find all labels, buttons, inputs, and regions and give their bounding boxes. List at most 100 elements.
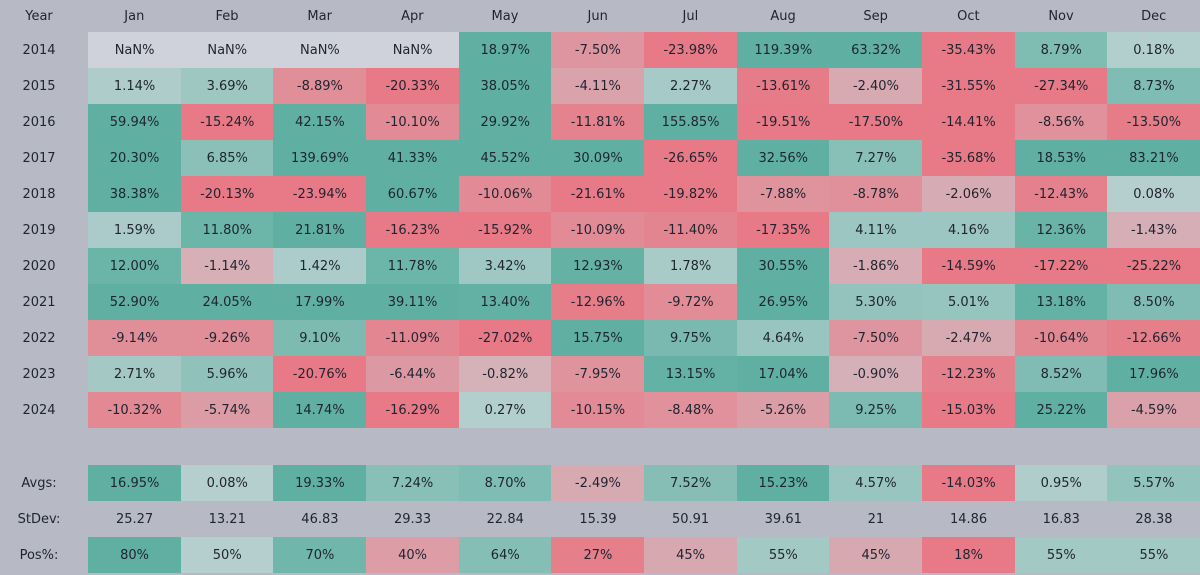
cell-2014-mar: NaN% <box>273 32 367 68</box>
corner-label: Year <box>25 8 53 24</box>
cell-2021-dec: 8.50% <box>1107 284 1200 320</box>
cell-2020-dec: -25.22% <box>1107 248 1200 284</box>
row-label-2021: 2021 <box>22 294 56 310</box>
cell-2023-may: -0.82% <box>458 356 552 392</box>
cell-2020-mar: 1.42% <box>273 248 367 284</box>
cell-2018-may: -10.06% <box>458 176 552 212</box>
cell-2021-sep: 5.30% <box>829 284 923 320</box>
cell-2019-dec: -1.43% <box>1107 212 1200 248</box>
cell-2022-may: -27.02% <box>458 320 552 356</box>
cell-2017-jan: 20.30% <box>88 140 182 176</box>
cell-2016-jan: 59.94% <box>88 104 182 140</box>
summary-avgs-sep: 4.57% <box>829 465 923 501</box>
summary-stdev-jul: 50.91 <box>671 511 710 527</box>
column-header-aug: Aug <box>770 8 796 24</box>
summary-avgs-apr: 7.24% <box>366 465 460 501</box>
column-header-oct: Oct <box>957 8 980 24</box>
row-label-2023: 2023 <box>22 366 56 382</box>
row-label-2018: 2018 <box>22 186 56 202</box>
cell-2021-oct: 5.01% <box>922 284 1016 320</box>
cell-2020-jan: 12.00% <box>88 248 182 284</box>
cell-2018-sep: -8.78% <box>829 176 923 212</box>
summary-avgs-oct: -14.03% <box>922 465 1016 501</box>
cell-2018-jul: -19.82% <box>644 176 738 212</box>
cell-2015-nov: -27.34% <box>1014 68 1108 104</box>
summary-pos-jun: 27% <box>551 537 645 573</box>
cell-2018-jan: 38.38% <box>88 176 182 212</box>
cell-2024-dec: -4.59% <box>1107 392 1200 428</box>
cell-2023-apr: -6.44% <box>366 356 460 392</box>
cell-2021-may: 13.40% <box>458 284 552 320</box>
cell-2019-oct: 4.16% <box>922 212 1016 248</box>
cell-2021-mar: 17.99% <box>273 284 367 320</box>
summary-label-avgs: Avgs: <box>21 475 57 491</box>
column-header-jan: Jan <box>124 8 145 24</box>
summary-stdev-feb: 13.21 <box>208 511 246 527</box>
row-label-2024: 2024 <box>22 402 56 418</box>
cell-2019-mar: 21.81% <box>273 212 367 248</box>
cell-2024-jun: -10.15% <box>551 392 645 428</box>
cell-2017-apr: 41.33% <box>366 140 460 176</box>
summary-stdev-dec: 28.38 <box>1135 511 1173 527</box>
cell-2019-jun: -10.09% <box>551 212 645 248</box>
cell-2017-aug: 32.56% <box>736 140 830 176</box>
cell-2020-nov: -17.22% <box>1014 248 1108 284</box>
cell-2016-jul: 155.85% <box>644 104 738 140</box>
summary-avgs-aug: 15.23% <box>736 465 830 501</box>
summary-stdev-may: 22.84 <box>486 511 524 527</box>
cell-2023-dec: 17.96% <box>1107 356 1200 392</box>
cell-2020-sep: -1.86% <box>829 248 923 284</box>
cell-2023-mar: -20.76% <box>273 356 367 392</box>
cell-2023-jul: 13.15% <box>644 356 738 392</box>
cell-2018-mar: -23.94% <box>273 176 367 212</box>
cell-2022-dec: -12.66% <box>1107 320 1200 356</box>
cell-2021-nov: 13.18% <box>1014 284 1108 320</box>
summary-pos-jul: 45% <box>644 537 738 573</box>
cell-2022-jul: 9.75% <box>644 320 738 356</box>
column-header-may: May <box>491 8 519 24</box>
cell-2016-mar: 42.15% <box>273 104 367 140</box>
column-header-sep: Sep <box>863 8 888 24</box>
cell-2018-feb: -20.13% <box>180 176 274 212</box>
cell-2024-apr: -16.29% <box>366 392 460 428</box>
cell-2021-jul: -9.72% <box>644 284 738 320</box>
cell-2024-may: 0.27% <box>458 392 552 428</box>
summary-avgs-jul: 7.52% <box>644 465 738 501</box>
cell-2014-jan: NaN% <box>88 32 182 68</box>
cell-2024-feb: -5.74% <box>180 392 274 428</box>
summary-pos-mar: 70% <box>273 537 367 573</box>
cell-2018-jun: -21.61% <box>551 176 645 212</box>
row-label-2017: 2017 <box>22 150 56 166</box>
cell-2022-feb: -9.26% <box>180 320 274 356</box>
cell-2014-nov: 8.79% <box>1014 32 1108 68</box>
cell-2015-jul: 2.27% <box>644 68 738 104</box>
cell-2014-dec: 0.18% <box>1107 32 1200 68</box>
cell-2017-dec: 83.21% <box>1107 140 1200 176</box>
cell-2015-sep: -2.40% <box>829 68 923 104</box>
summary-pos-nov: 55% <box>1014 537 1108 573</box>
summary-stdev-nov: 16.83 <box>1042 511 1080 527</box>
summary-label-stdev: StDev: <box>17 511 61 527</box>
cell-2016-sep: -17.50% <box>829 104 923 140</box>
summary-avgs-dec: 5.57% <box>1107 465 1200 501</box>
cell-2014-oct: -35.43% <box>922 32 1016 68</box>
summary-stdev-apr: 29.33 <box>393 511 432 527</box>
cell-2014-may: 18.97% <box>458 32 552 68</box>
summary-stdev-jan: 25.27 <box>115 511 154 527</box>
cell-2024-mar: 14.74% <box>273 392 367 428</box>
cell-2016-oct: -14.41% <box>922 104 1016 140</box>
cell-2017-mar: 139.69% <box>273 140 367 176</box>
cell-2015-jun: -4.11% <box>551 68 645 104</box>
cell-2017-sep: 7.27% <box>829 140 923 176</box>
summary-pos-sep: 45% <box>829 537 923 573</box>
cell-2020-apr: 11.78% <box>366 248 460 284</box>
row-label-2015: 2015 <box>22 78 56 94</box>
summary-avgs-may: 8.70% <box>458 465 552 501</box>
cell-2021-apr: 39.11% <box>366 284 460 320</box>
column-header-mar: Mar <box>307 8 332 24</box>
summary-pos-apr: 40% <box>366 537 460 573</box>
cell-2019-sep: 4.11% <box>829 212 923 248</box>
row-label-2016: 2016 <box>22 114 56 130</box>
cell-2023-jan: 2.71% <box>88 356 182 392</box>
